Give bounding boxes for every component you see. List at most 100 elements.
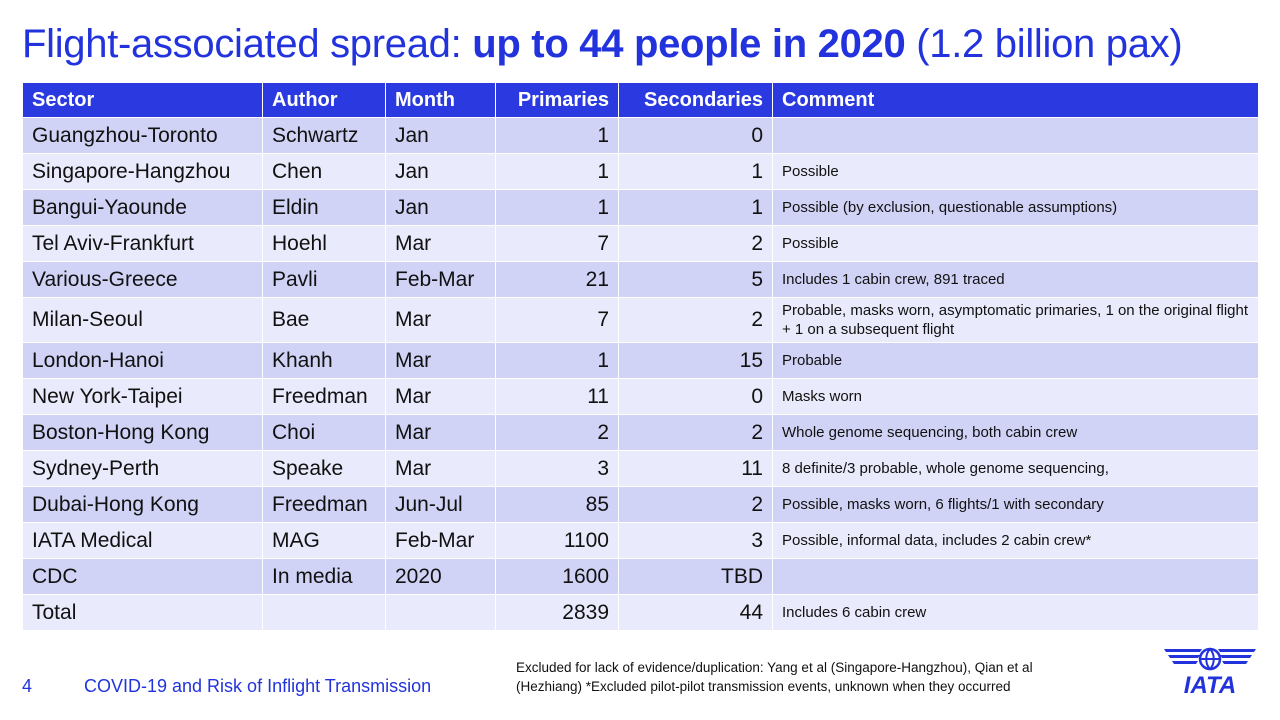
cell-month: Mar: [385, 450, 496, 487]
page-number: 4: [22, 676, 33, 696]
cell-sector: Singapore-Hangzhou: [22, 153, 263, 190]
table-row: CDC In media 2020 1600 TBD: [22, 558, 1259, 595]
cell-primaries: 7: [495, 225, 619, 262]
cell-author: Hoehl: [262, 225, 386, 262]
cell-sector: New York-Taipei: [22, 378, 263, 415]
cell-month: Mar: [385, 342, 496, 379]
cell-comment: Probable, masks worn, asymptomatic prima…: [772, 297, 1259, 343]
cell-primaries: 2839: [495, 594, 619, 631]
iata-logo: IATA: [1164, 647, 1256, 696]
table-row: London-Hanoi Khanh Mar 1 15 Probable: [22, 342, 1259, 379]
transmission-table: Sector Author Month Primaries Secondarie…: [22, 82, 1259, 631]
cell-secondaries: 2: [618, 297, 773, 343]
cell-primaries: 3: [495, 450, 619, 487]
cell-primaries: 11: [495, 378, 619, 415]
cell-author: Bae: [262, 297, 386, 343]
cell-primaries: 1100: [495, 522, 619, 559]
table-row: Dubai-Hong Kong Freedman Jun-Jul 85 2 Po…: [22, 486, 1259, 523]
logo-text: IATA: [1184, 672, 1236, 696]
cell-comment: Includes 1 cabin crew, 891 traced: [772, 261, 1259, 298]
cell-author: Pavli: [262, 261, 386, 298]
table-row: Tel Aviv-Frankfurt Hoehl Mar 7 2 Possibl…: [22, 225, 1259, 262]
cell-month: Feb-Mar: [385, 261, 496, 298]
cell-comment: [772, 558, 1259, 595]
deck-title: COVID-19 and Risk of Inflight Transmissi…: [84, 676, 432, 696]
cell-month: Mar: [385, 225, 496, 262]
cell-primaries: 1: [495, 117, 619, 154]
cell-author: Speake: [262, 450, 386, 487]
cell-month: Jan: [385, 117, 496, 154]
cell-secondaries: 5: [618, 261, 773, 298]
table-row: Guangzhou-Toronto Schwartz Jan 1 0: [22, 117, 1259, 154]
table-header-row: Sector Author Month Primaries Secondarie…: [22, 82, 1259, 118]
cell-comment: Masks worn: [772, 378, 1259, 415]
cell-author: Freedman: [262, 378, 386, 415]
cell-sector: Boston-Hong Kong: [22, 414, 263, 451]
cell-secondaries: TBD: [618, 558, 773, 595]
cell-comment: 8 definite/3 probable, whole genome sequ…: [772, 450, 1259, 487]
cell-secondaries: 44: [618, 594, 773, 631]
cell-sector: CDC: [22, 558, 263, 595]
cell-author: Khanh: [262, 342, 386, 379]
header-secondaries: Secondaries: [618, 82, 773, 118]
slide-title: Flight-associated spread: up to 44 peopl…: [22, 22, 1183, 67]
cell-author: Chen: [262, 153, 386, 190]
cell-primaries: 21: [495, 261, 619, 298]
cell-month: Mar: [385, 378, 496, 415]
cell-secondaries: 2: [618, 486, 773, 523]
cell-sector: Total: [22, 594, 263, 631]
table-row: Bangui-Yaounde Eldin Jan 1 1 Possible (b…: [22, 189, 1259, 226]
table-row: IATA Medical MAG Feb-Mar 1100 3 Possible…: [22, 522, 1259, 559]
cell-secondaries: 2: [618, 414, 773, 451]
cell-comment: Includes 6 cabin crew: [772, 594, 1259, 631]
cell-primaries: 1: [495, 189, 619, 226]
footnote-line-2: (Hezhiang) *Excluded pilot-pilot transmi…: [516, 679, 1011, 694]
cell-month: [385, 594, 496, 631]
cell-comment: Whole genome sequencing, both cabin crew: [772, 414, 1259, 451]
table-row: Boston-Hong Kong Choi Mar 2 2 Whole geno…: [22, 414, 1259, 451]
title-part-1: Flight-associated spread:: [22, 22, 473, 66]
cell-comment: Possible, informal data, includes 2 cabi…: [772, 522, 1259, 559]
cell-author: Eldin: [262, 189, 386, 226]
cell-secondaries: 0: [618, 117, 773, 154]
cell-primaries: 1: [495, 153, 619, 190]
header-primaries: Primaries: [495, 82, 619, 118]
globe-wings-icon: [1164, 647, 1256, 671]
cell-sector: Milan-Seoul: [22, 297, 263, 343]
cell-sector: Bangui-Yaounde: [22, 189, 263, 226]
cell-comment: Possible (by exclusion, questionable ass…: [772, 189, 1259, 226]
title-part-3: (1.2 billion pax): [905, 22, 1183, 66]
cell-month: Jun-Jul: [385, 486, 496, 523]
cell-sector: Various-Greece: [22, 261, 263, 298]
cell-comment: Possible, masks worn, 6 flights/1 with s…: [772, 486, 1259, 523]
cell-primaries: 85: [495, 486, 619, 523]
cell-sector: IATA Medical: [22, 522, 263, 559]
cell-sector: Sydney-Perth: [22, 450, 263, 487]
cell-month: Feb-Mar: [385, 522, 496, 559]
cell-month: Jan: [385, 153, 496, 190]
cell-author: Schwartz: [262, 117, 386, 154]
cell-primaries: 7: [495, 297, 619, 343]
table-row: Sydney-Perth Speake Mar 3 11 8 definite/…: [22, 450, 1259, 487]
cell-author: Choi: [262, 414, 386, 451]
table-row: New York-Taipei Freedman Mar 11 0 Masks …: [22, 378, 1259, 415]
cell-primaries: 2: [495, 414, 619, 451]
cell-comment: [772, 117, 1259, 154]
header-sector: Sector: [22, 82, 263, 118]
cell-sector: London-Hanoi: [22, 342, 263, 379]
cell-month: 2020: [385, 558, 496, 595]
header-author: Author: [262, 82, 386, 118]
cell-secondaries: 2: [618, 225, 773, 262]
table-row-total: Total 2839 44 Includes 6 cabin crew: [22, 594, 1259, 631]
cell-comment: Probable: [772, 342, 1259, 379]
table-row: Milan-Seoul Bae Mar 7 2 Probable, masks …: [22, 297, 1259, 343]
header-month: Month: [385, 82, 496, 118]
cell-author: In media: [262, 558, 386, 595]
cell-secondaries: 3: [618, 522, 773, 559]
cell-primaries: 1600: [495, 558, 619, 595]
cell-month: Mar: [385, 297, 496, 343]
cell-author: MAG: [262, 522, 386, 559]
cell-sector: Dubai-Hong Kong: [22, 486, 263, 523]
cell-comment: Possible: [772, 153, 1259, 190]
